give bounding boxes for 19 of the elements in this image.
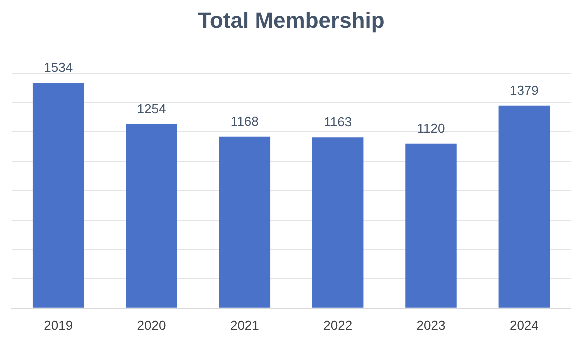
x-tick-label: 2019 bbox=[44, 318, 74, 333]
bar bbox=[498, 106, 550, 308]
data-label: 1254 bbox=[137, 101, 166, 116]
chart-title: Total Membership bbox=[197, 8, 386, 34]
bar bbox=[32, 83, 84, 308]
data-label: 1120 bbox=[417, 120, 446, 136]
bar bbox=[406, 144, 457, 308]
x-tick-label: 2020 bbox=[137, 318, 166, 333]
data-label: 1168 bbox=[230, 114, 259, 129]
bar bbox=[219, 136, 271, 308]
data-label: 1379 bbox=[510, 82, 539, 98]
x-tick-label: 2024 bbox=[510, 318, 539, 333]
bar bbox=[312, 138, 364, 308]
bar bbox=[126, 124, 178, 308]
x-tick-label: 2023 bbox=[416, 318, 446, 333]
data-label: 1534 bbox=[44, 60, 74, 76]
x-tick-label: 2022 bbox=[324, 318, 353, 333]
x-tick-label: 2021 bbox=[230, 318, 260, 333]
data-label: 1163 bbox=[324, 114, 352, 130]
